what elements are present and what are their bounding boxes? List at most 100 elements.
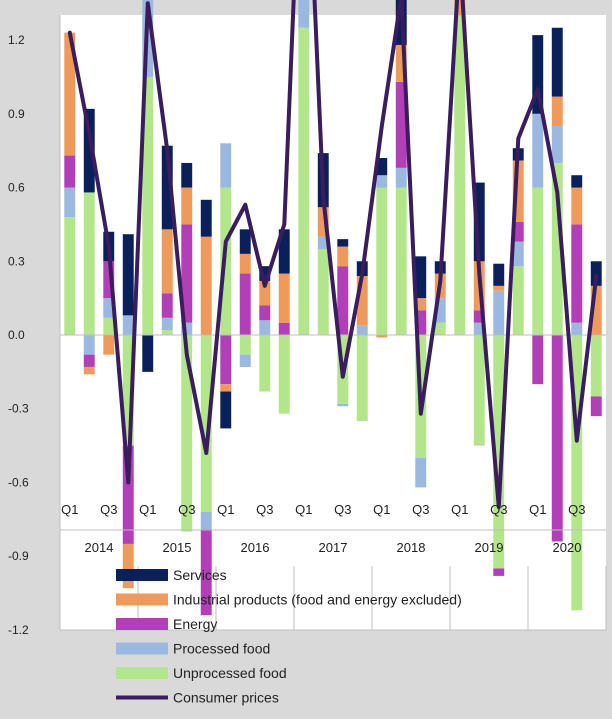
bar-segment-processed-food [83, 335, 95, 355]
bar-segment-processed-food [317, 236, 329, 249]
legend-swatch-industrial [116, 593, 168, 606]
bar-segment-energy [200, 529, 212, 616]
bar-segment-unprocessed-food [454, 15, 466, 336]
bar-segment-industrial-products-food-and-energy-excluded [317, 207, 329, 237]
bar-segment-processed-food [551, 126, 563, 163]
quarter-tick-label: Q1 [61, 502, 78, 517]
legend-label: Unprocessed food [173, 665, 287, 681]
bar-segment-unprocessed-food [161, 330, 173, 335]
y-tick-label: -0.9 [8, 549, 29, 563]
legend-label: Industrial products (food and energy exc… [173, 592, 462, 608]
bar-segment-industrial-products-food-and-energy-excluded [103, 335, 115, 355]
bar-segment-services [220, 391, 232, 429]
bar-segment-industrial-products-food-and-energy-excluded [376, 335, 388, 338]
y-tick-label: -0.6 [8, 475, 29, 489]
bar-segment-processed-food [337, 403, 349, 407]
bar-segment-processed-food [239, 354, 251, 367]
year-tick-label: 2019 [475, 540, 504, 555]
legend-swatch-unprocessed [116, 667, 168, 679]
bar-segment-energy [493, 568, 505, 576]
bar-segment-processed-food [532, 113, 544, 188]
bar-segment-energy [64, 155, 76, 188]
bar-segment-unprocessed-food [259, 335, 271, 392]
bar-segment-industrial-products-food-and-energy-excluded [161, 229, 173, 294]
bar-segment-processed-food [512, 241, 524, 267]
bar-segment-services [259, 266, 271, 281]
year-tick-label: 2016 [241, 540, 270, 555]
bar-segment-industrial-products-food-and-energy-excluded [64, 32, 76, 156]
bar-segment-industrial-products-food-and-energy-excluded [356, 276, 368, 326]
quarter-tick-label: Q3 [100, 502, 117, 517]
bar-segment-unprocessed-food [64, 217, 76, 335]
bar-segment-unprocessed-food [278, 335, 290, 414]
bar-segment-industrial-products-food-and-energy-excluded [122, 543, 134, 589]
bar-segment-services [181, 162, 193, 188]
bar-segment-processed-food [434, 298, 446, 323]
year-tick-label: 2015 [163, 540, 192, 555]
bar-segment-services [532, 35, 544, 114]
bar-segment-services [551, 27, 563, 97]
bar-segment-services [200, 199, 212, 237]
bar-segment-unprocessed-food [493, 335, 505, 569]
bar-segment-industrial-products-food-and-energy-excluded [220, 384, 232, 392]
bar-segment-industrial-products-food-and-energy-excluded [181, 187, 193, 225]
bar-segment-services [278, 229, 290, 274]
bar-segment-unprocessed-food [376, 187, 388, 335]
year-tick-label: 2017 [319, 540, 348, 555]
bar-segment-processed-food [571, 322, 583, 335]
bar-segment-processed-food [259, 320, 271, 335]
legend-swatch-services [116, 569, 168, 581]
y-tick-label: 0.9 [8, 107, 25, 121]
year-tick-label: 2014 [85, 540, 114, 555]
bar-segment-processed-food [220, 143, 232, 188]
bar-segment-industrial-products-food-and-energy-excluded [590, 285, 602, 335]
legend-label: Energy [173, 616, 217, 632]
bar-segment-processed-food [122, 315, 134, 335]
bar-segment-industrial-products-food-and-energy-excluded [83, 366, 95, 375]
quarter-tick-label: Q1 [529, 502, 546, 517]
bar-segment-industrial-products-food-and-energy-excluded [454, 0, 466, 16]
bar-segment-unprocessed-food [473, 335, 485, 446]
quarter-tick-label: Q3 [178, 502, 195, 517]
bar-segment-unprocessed-food [200, 335, 212, 512]
bar-segment-services [571, 175, 583, 188]
bar-segment-unprocessed-food [571, 335, 583, 611]
bar-segment-energy [532, 335, 544, 385]
year-tick-label: 2018 [397, 540, 426, 555]
bar-segment-unprocessed-food [551, 162, 563, 335]
quarter-tick-label: Q3 [334, 502, 351, 517]
quarter-tick-label: Q3 [256, 502, 273, 517]
bar-segment-processed-food [415, 457, 427, 488]
bar-segment-industrial-products-food-and-energy-excluded [395, 44, 407, 82]
bar-segment-unprocessed-food [103, 317, 115, 335]
bar-segment-processed-food [200, 511, 212, 530]
bar-segment-industrial-products-food-and-energy-excluded [551, 96, 563, 127]
bar-segment-processed-food [298, 0, 310, 28]
bar-segment-processed-food [161, 317, 173, 331]
bar-segment-services [493, 263, 505, 286]
y-tick-label: -0.3 [8, 402, 29, 416]
bar-segment-unprocessed-food [239, 335, 251, 355]
bar-segment-energy [83, 354, 95, 367]
bar-segment-unprocessed-food [434, 322, 446, 335]
bar-segment-industrial-products-food-and-energy-excluded [259, 280, 271, 306]
quarter-tick-label: Q1 [217, 502, 234, 517]
bar-segment-unprocessed-food [356, 335, 368, 422]
consumer-prices-line [67, 0, 599, 510]
bar-segment-energy [103, 261, 115, 299]
y-tick-label: 0.3 [8, 254, 25, 268]
bar-segment-energy [551, 335, 563, 542]
year-tick-label: 2020 [553, 540, 582, 555]
quarter-tick-label: Q3 [568, 502, 585, 517]
bar-segment-energy [278, 322, 290, 335]
bar-segment-industrial-products-food-and-energy-excluded [512, 160, 524, 222]
quarter-tick-label: Q3 [490, 502, 507, 517]
quarter-tick-label: Q1 [295, 502, 312, 517]
bar-segment-processed-food [103, 298, 115, 318]
bar-segment-energy [161, 293, 173, 318]
bar-segment-energy [122, 445, 134, 544]
bar-segment-energy [571, 224, 583, 323]
bar-segment-services [122, 234, 134, 316]
